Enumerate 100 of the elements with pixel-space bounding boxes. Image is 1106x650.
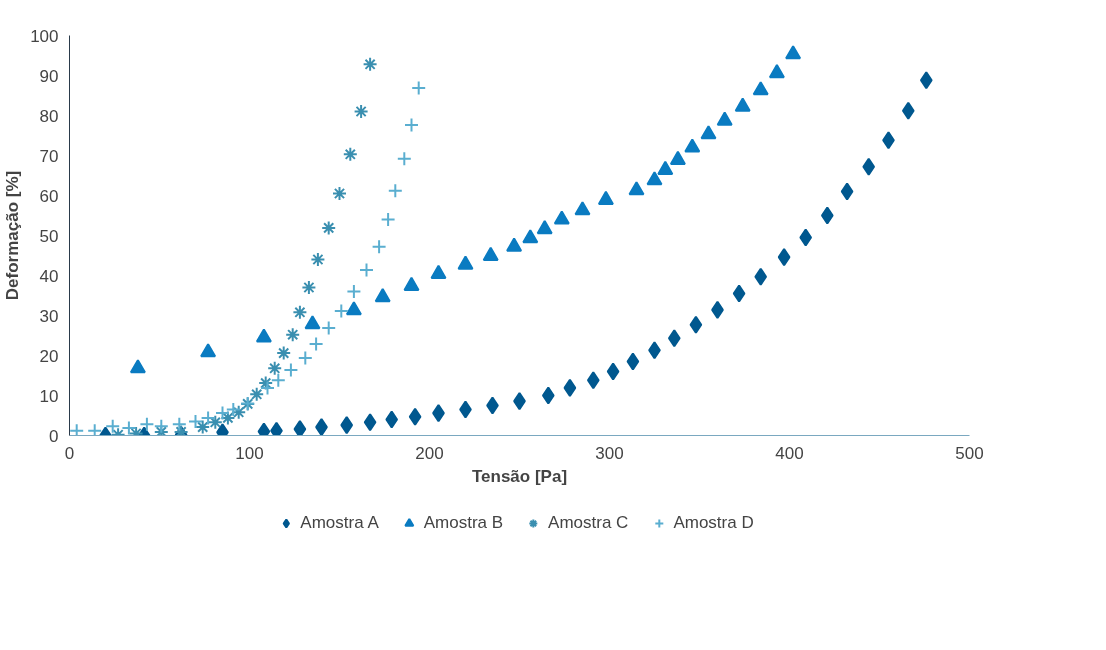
point [129, 359, 146, 374]
point [387, 183, 403, 199]
point [346, 284, 362, 299]
point [171, 416, 187, 432]
y-tick-label: 60 [39, 186, 59, 206]
point [321, 320, 337, 336]
point [267, 360, 283, 376]
legend-label: Amostra C [548, 513, 629, 533]
point [396, 151, 412, 167]
point [482, 246, 499, 261]
y-tick-label: 30 [39, 306, 59, 326]
point [225, 402, 241, 417]
point [200, 410, 216, 426]
point [553, 210, 570, 225]
x-tick-label: 500 [955, 443, 984, 463]
y-tick-label: 0 [49, 426, 59, 446]
point [293, 420, 307, 436]
y-tick-label: 70 [39, 146, 59, 166]
x-tick-label: 200 [415, 443, 444, 463]
point [506, 237, 523, 252]
x-axis-title: Tensão [Pa] [471, 466, 568, 486]
x-tick-label: 100 [235, 443, 264, 463]
point [215, 405, 230, 421]
point [586, 371, 600, 390]
point [430, 264, 447, 279]
point [359, 262, 374, 278]
x-tick-label: 300 [595, 443, 624, 463]
point [752, 81, 769, 96]
point [87, 423, 103, 436]
point [315, 418, 328, 436]
point [258, 375, 274, 391]
point [340, 416, 354, 435]
point [195, 419, 211, 435]
y-tick-label: 50 [39, 226, 59, 246]
point [363, 413, 377, 432]
point [310, 252, 326, 267]
point [734, 97, 751, 112]
point [283, 362, 299, 378]
point [768, 64, 785, 79]
point [684, 138, 701, 153]
point [321, 220, 337, 236]
point [574, 201, 591, 216]
point [862, 157, 876, 176]
point [371, 239, 387, 255]
point [689, 315, 703, 334]
point [353, 104, 369, 119]
point [304, 315, 321, 330]
point [374, 288, 391, 303]
point [628, 181, 645, 196]
point [820, 206, 834, 225]
y-tick-label: 40 [39, 266, 59, 286]
point [207, 414, 223, 430]
legend-label: Amostra D [673, 513, 754, 533]
point [901, 101, 915, 120]
point [249, 386, 265, 402]
point [404, 117, 419, 133]
point [411, 80, 427, 96]
y-axis-title: Deformação [%] [3, 170, 23, 301]
point [646, 171, 663, 186]
point [308, 336, 324, 352]
point [153, 418, 169, 434]
point [220, 410, 236, 426]
point [121, 420, 137, 436]
point [754, 267, 768, 286]
point [669, 150, 686, 165]
point [270, 372, 286, 388]
point [403, 276, 420, 291]
point [785, 45, 802, 60]
point [536, 220, 553, 235]
point [285, 327, 301, 343]
point [563, 378, 577, 397]
point [597, 190, 614, 205]
point [301, 280, 317, 295]
point [380, 212, 396, 227]
x-tick-label: 0 [64, 443, 75, 463]
point [292, 304, 308, 320]
y-tick-label: 10 [39, 386, 59, 406]
point [276, 345, 292, 361]
point [626, 352, 640, 371]
point [657, 160, 674, 175]
point [700, 125, 717, 140]
y-tick-label: 20 [39, 346, 59, 366]
point [345, 301, 362, 316]
point [457, 255, 474, 270]
point [541, 386, 555, 405]
point [606, 362, 620, 381]
point [200, 343, 217, 358]
point [139, 416, 155, 432]
point [522, 229, 539, 244]
x-tick-label: 400 [775, 443, 804, 463]
y-tick-label: 90 [39, 66, 59, 86]
point [260, 380, 275, 396]
point [231, 404, 247, 420]
point [69, 423, 85, 436]
point [105, 418, 121, 434]
point [408, 407, 422, 426]
point [342, 146, 358, 162]
point [362, 56, 378, 72]
point [716, 111, 733, 126]
point [667, 329, 681, 348]
